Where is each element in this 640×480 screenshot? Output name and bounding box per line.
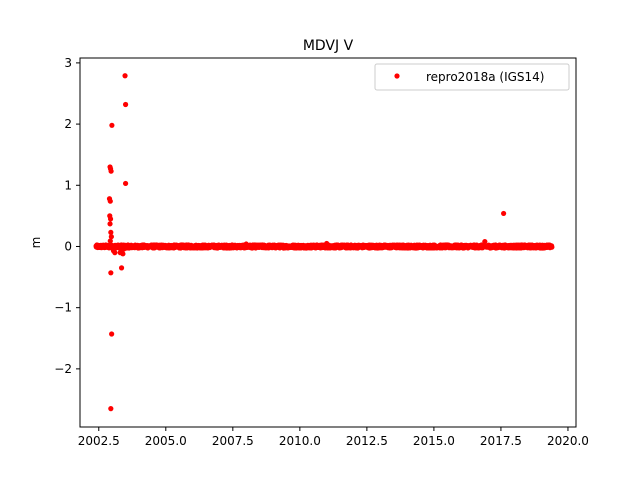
- y-tick-label: 3: [64, 56, 72, 70]
- legend-marker: [394, 73, 400, 79]
- data-point: [108, 168, 114, 174]
- data-point: [118, 265, 125, 271]
- data-point: [122, 73, 128, 79]
- chart-title: MDVJ V: [303, 38, 354, 54]
- data-point: [108, 406, 114, 412]
- x-tick-label: 2007.5: [212, 434, 254, 448]
- legend-label: repro2018a (IGS14): [426, 70, 544, 84]
- x-tick-label: 2017.5: [480, 434, 522, 448]
- x-tick-label: 2012.5: [346, 434, 388, 448]
- y-tick-label: 0: [64, 239, 72, 253]
- legend-box: [374, 63, 570, 91]
- data-point: [324, 240, 330, 247]
- data-point: [108, 234, 114, 240]
- data-point: [549, 244, 555, 250]
- data-point: [107, 198, 113, 204]
- data-point: [109, 122, 115, 128]
- data-point: [108, 270, 114, 276]
- x-tick-label: 2020.0: [547, 434, 589, 448]
- plot-frame: [79, 57, 577, 428]
- data-points: [93, 73, 555, 412]
- data-point: [243, 241, 249, 247]
- data-point: [107, 216, 114, 222]
- x-axis: 2002.5 2005.0 2007.5 2010.0 2012.5 2015.0 2017…: [78, 427, 589, 448]
- data-point: [482, 238, 488, 245]
- y-axis: 3 2 1 0 −1 −2: [54, 56, 80, 376]
- x-tick-label: 2005.0: [145, 434, 187, 448]
- data-point: [107, 221, 113, 227]
- y-tick-label: 1: [64, 178, 72, 192]
- y-tick-label: 2: [64, 117, 72, 131]
- y-tick-label: −2: [54, 362, 72, 376]
- data-point: [122, 101, 129, 108]
- x-tick-label: 2015.0: [413, 434, 455, 448]
- data-point: [122, 180, 129, 187]
- data-point: [108, 229, 114, 235]
- data-point: [107, 238, 113, 244]
- x-tick-label: 2010.0: [279, 434, 321, 448]
- data-point: [121, 246, 127, 252]
- x-tick-label: 2002.5: [78, 434, 120, 448]
- data-point: [109, 331, 115, 337]
- data-point: [501, 210, 507, 217]
- data-point: [112, 250, 118, 256]
- y-axis-label: m: [29, 237, 43, 249]
- legend: repro2018a (IGS14): [374, 63, 570, 91]
- y-tick-label: −1: [54, 301, 72, 315]
